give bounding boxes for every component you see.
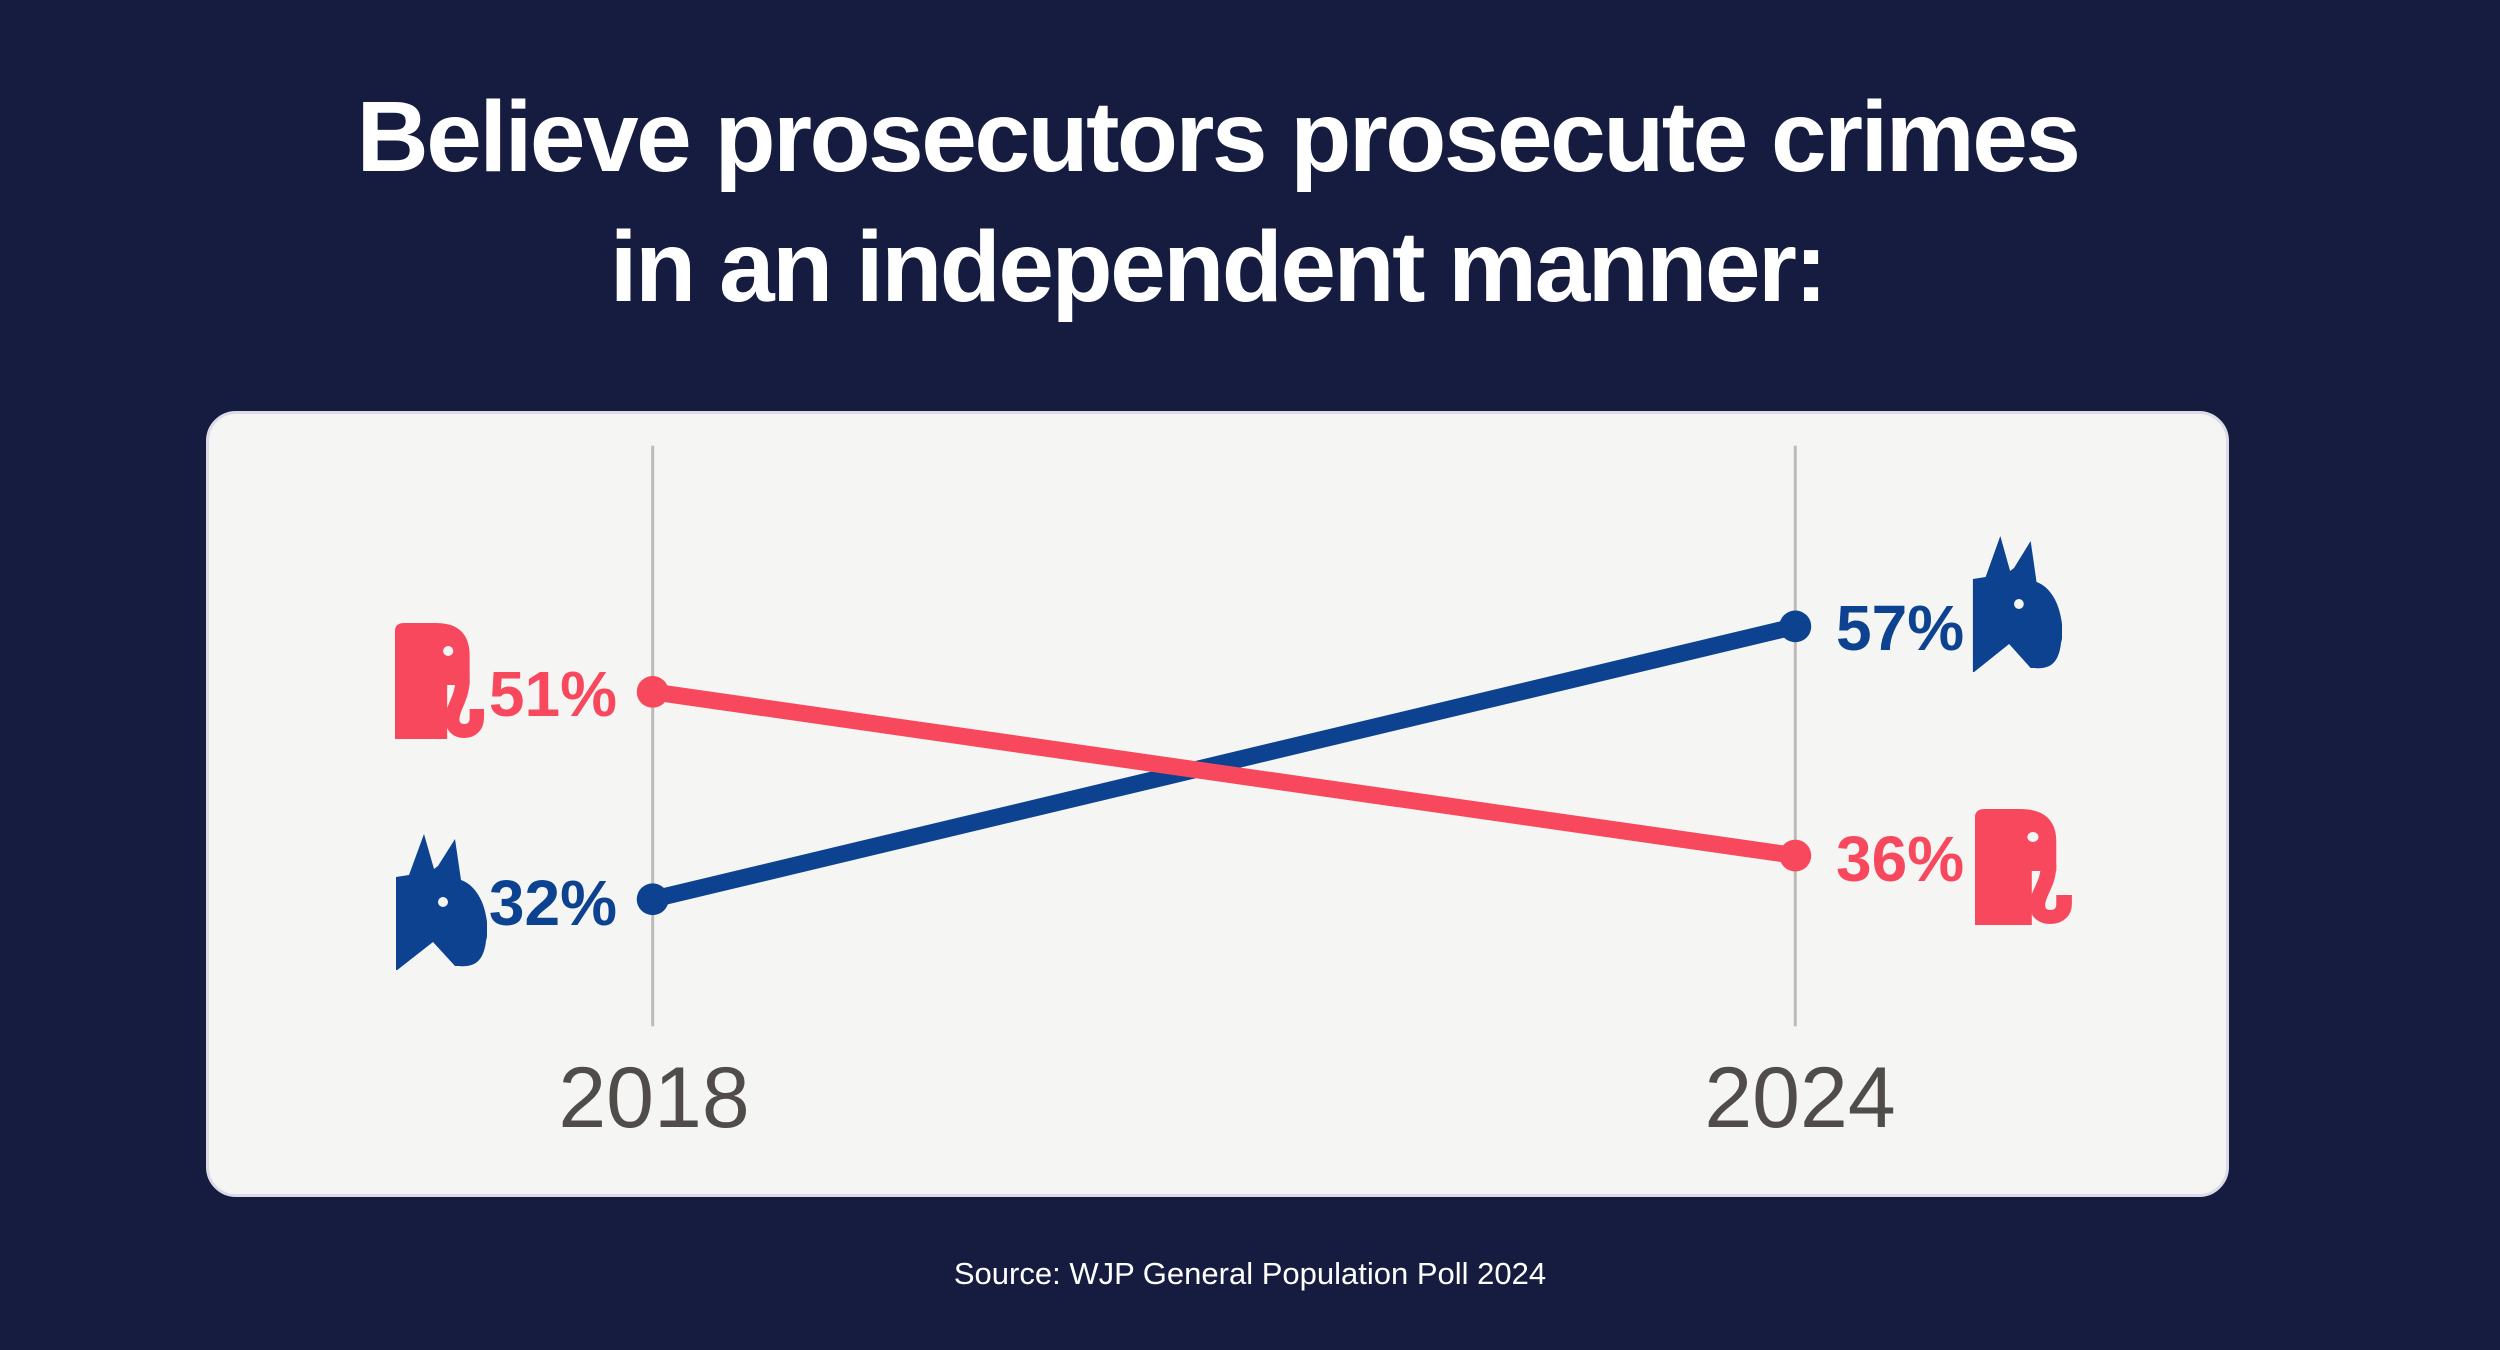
republican-2018-value-label: 51% [488, 658, 617, 730]
donkey-eye [2014, 599, 2024, 609]
democrat-donkey-icon [391, 834, 487, 970]
democrat-donkey-icon [1968, 536, 2062, 672]
chart-title: Believe prosecutors prosecute crimes in … [206, 72, 2229, 332]
source-credit: Source: WJP General Population Poll 2024 [953, 1256, 1547, 1291]
democrats-point-2024 [1779, 610, 1812, 643]
republicans-point-2018 [636, 675, 669, 708]
democrat-2018-value-label: 32% [488, 867, 617, 939]
republicans-trend-line [651, 683, 1797, 864]
donkey-eye [438, 897, 448, 907]
republican-elephant-icon [1975, 809, 2073, 925]
chart-title-line-1: Believe prosecutors prosecute crimes [356, 81, 2081, 193]
x-axis-label-2018: 2018 [558, 1050, 750, 1146]
republican-2024-value-label: 36% [1836, 823, 1965, 895]
slope-chart [636, 445, 1812, 1027]
republicans-point-2024 [1779, 839, 1812, 872]
democrat-2024-value-label: 57% [1836, 592, 1965, 664]
republican-elephant-icon [395, 623, 485, 739]
chart-title-line-2: in an independent manner: [609, 211, 1828, 323]
x-axis-label-2024: 2024 [1704, 1050, 1896, 1146]
democrats-trend-line [650, 618, 1798, 908]
chart-card: 51% 36% 32% 57% 2018 2024 [206, 411, 2229, 1197]
democrats-point-2018 [636, 883, 669, 916]
elephant-eye [2027, 832, 2039, 842]
elephant-eye [443, 646, 454, 656]
